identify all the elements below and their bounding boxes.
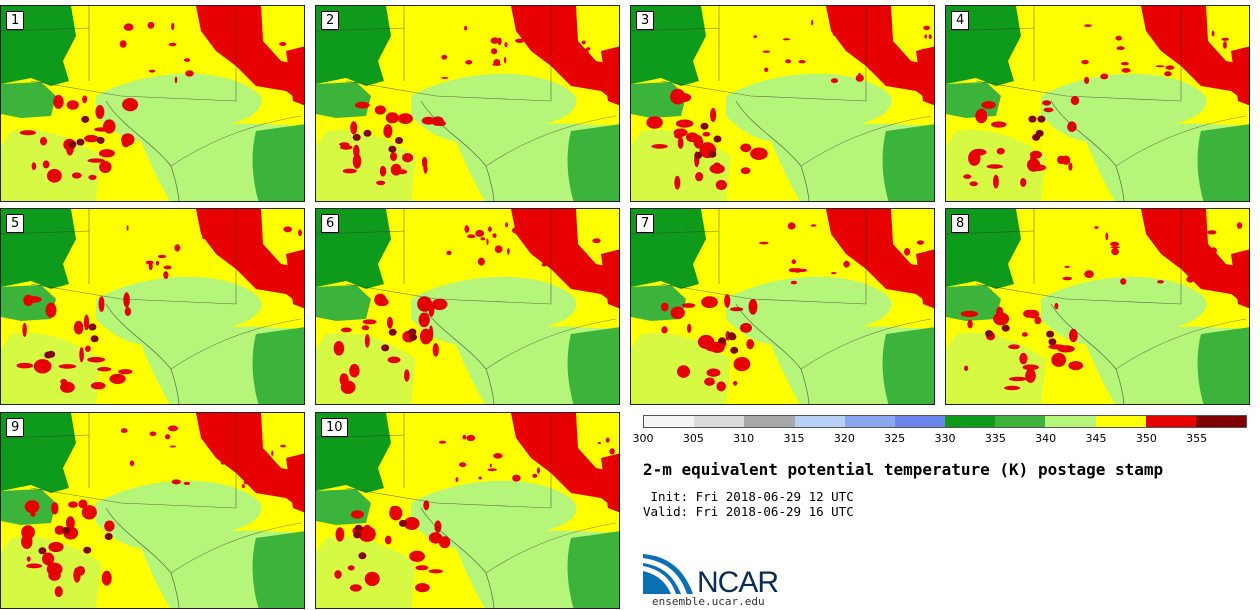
ensemble-member-map: 4 (945, 5, 1250, 202)
colorbar-segment (794, 416, 845, 427)
colorbar-segment (1195, 416, 1247, 427)
ncar-logo: NCAR (643, 552, 793, 600)
ensemble-member-map: 8 (945, 208, 1250, 405)
member-label: 7 (636, 214, 655, 233)
colorbar (643, 415, 1247, 428)
ensemble-member-map: 1 (0, 5, 305, 202)
colorbar-tick-label: 320 (833, 432, 855, 445)
member-label: 9 (6, 418, 25, 437)
colorbar-segment (1095, 416, 1146, 427)
colorbar-segment (945, 416, 996, 427)
logo-url: ensemble.ucar.edu (652, 595, 765, 608)
colorbar-segment (1145, 416, 1196, 427)
colorbar-segment (644, 416, 695, 427)
ensemble-member-map: 9 (0, 412, 305, 609)
colorbar-tick-label: 355 (1186, 432, 1208, 445)
member-label: 3 (636, 11, 655, 30)
member-label: 6 (321, 214, 340, 233)
ensemble-member-map: 7 (630, 208, 935, 405)
colorbar-segment (1045, 416, 1096, 427)
ensemble-member-map: 5 (0, 208, 305, 405)
valid-time: Valid: Fri 2018-06-29 16 UTC (643, 504, 854, 519)
colorbar-segment (744, 416, 795, 427)
member-label: 5 (6, 214, 25, 233)
colorbar-tick-label: 300 (632, 432, 654, 445)
colorbar-tick-label: 325 (884, 432, 906, 445)
ensemble-member-map: 2 (315, 5, 620, 202)
init-time: Init: Fri 2018-06-29 12 UTC (643, 489, 854, 504)
colorbar-tick-label: 305 (682, 432, 704, 445)
member-label: 2 (321, 11, 340, 30)
colorbar-segment (995, 416, 1046, 427)
colorbar-tick-label: 340 (1035, 432, 1057, 445)
colorbar-tick-label: 310 (733, 432, 755, 445)
colorbar-segment (894, 416, 946, 427)
ensemble-member-map: 10 (315, 412, 620, 609)
member-label: 10 (321, 418, 348, 437)
colorbar-tick-label: 315 (783, 432, 805, 445)
member-label: 1 (6, 11, 25, 30)
figure-title: 2-m equivalent potential temperature (K)… (643, 460, 1164, 479)
ensemble-member-map: 3 (630, 5, 935, 202)
colorbar-tick-label: 345 (1085, 432, 1107, 445)
colorbar-segment (694, 416, 745, 427)
colorbar-tick-label: 335 (984, 432, 1006, 445)
logo-wordmark: NCAR (697, 566, 778, 596)
ensemble-member-map: 6 (315, 208, 620, 405)
colorbar-tick-label: 350 (1135, 432, 1157, 445)
member-label: 4 (951, 11, 970, 30)
colorbar-segment (844, 416, 895, 427)
colorbar-tick-label: 330 (934, 432, 956, 445)
member-label: 8 (951, 214, 970, 233)
